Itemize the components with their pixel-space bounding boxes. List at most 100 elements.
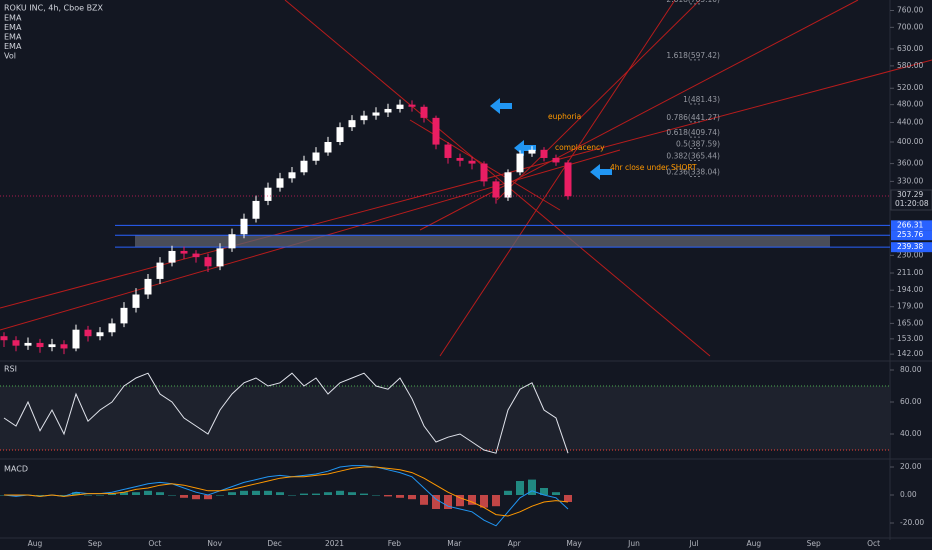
y-tick-label: 153.00: [897, 334, 923, 343]
macd-histogram: [432, 495, 440, 509]
candle-body: [276, 178, 284, 188]
candle-body: [180, 250, 188, 254]
candle-body: [312, 152, 320, 161]
candle-body: [156, 262, 164, 279]
fan-line: [0, 59, 932, 309]
y-tick-label: 20.00: [900, 462, 922, 471]
candle-body: [96, 332, 104, 337]
macd-histogram: [36, 495, 44, 496]
macd-histogram: [396, 495, 404, 498]
candle-body: [360, 115, 368, 121]
y-tick-label: 360.00: [897, 159, 923, 168]
macd-histogram: [540, 488, 548, 495]
macd-histogram: [360, 493, 368, 495]
annotation: 4hr close under SHORT: [610, 163, 697, 172]
macd-histogram: [108, 493, 116, 495]
zone: [135, 235, 830, 248]
candle-body: [108, 323, 116, 333]
fib-label: 1(481.43): [683, 95, 720, 104]
y-tick-label: 440.00: [897, 117, 923, 126]
rsi-line: [3, 372, 569, 454]
candle-body: [516, 153, 524, 173]
macd-histogram: [348, 492, 356, 495]
macd-histogram: [456, 495, 464, 507]
indicator-label: EMA: [4, 14, 22, 23]
macd-histogram: [492, 495, 500, 507]
macd-histogram: [300, 493, 308, 495]
candle-body: [468, 160, 476, 164]
macd-histogram: [336, 490, 344, 495]
fan-line: [284, 0, 711, 357]
candle-body: [396, 104, 404, 109]
macd-histogram: [504, 490, 512, 495]
countdown-label: 01:20:08: [895, 199, 929, 208]
fib-label: 0.5(387.59): [676, 139, 720, 148]
macd-histogram: [468, 495, 476, 505]
fib-label: 0.236(338.04): [666, 167, 720, 176]
candle-body: [72, 329, 80, 349]
macd-title: MACD: [4, 465, 28, 474]
macd-histogram: [444, 495, 452, 509]
candle-body: [552, 157, 560, 163]
macd-histogram: [276, 492, 284, 495]
x-tick-label: Oct: [148, 539, 161, 548]
candle-body: [564, 162, 572, 197]
y-tick-label: 480.00: [897, 100, 923, 109]
macd-histogram: [264, 490, 272, 495]
level-badge: [891, 242, 932, 253]
candle-body: [456, 157, 464, 161]
fan-line: [439, 0, 676, 357]
x-tick-label: Jun: [627, 539, 640, 548]
candle-body: [48, 344, 56, 348]
candle-body: [12, 340, 20, 346]
annotation: euphoria: [548, 112, 581, 121]
candle-body: [288, 172, 296, 179]
candle-body: [24, 342, 32, 346]
candle-body: [480, 163, 488, 182]
candle-body: [240, 218, 248, 235]
y-tick-label: 230.00: [897, 250, 923, 259]
y-tick-label: 400.00: [897, 137, 923, 146]
symbol-title: ROKU INC, 4h, Cboe BZX: [4, 4, 104, 13]
candle-body: [324, 141, 332, 153]
macd-histogram: [324, 492, 332, 495]
macd-histogram: [372, 495, 380, 496]
macd-histogram: [180, 495, 188, 498]
candle-body: [444, 144, 452, 158]
candle-body: [492, 181, 500, 198]
y-tick-label: 40.00: [900, 429, 922, 438]
y-tick-label: 760.00: [897, 6, 923, 15]
candle-body: [120, 307, 128, 324]
arrow: [490, 98, 512, 114]
macd-histogram: [216, 495, 224, 496]
candle-body: [432, 117, 440, 145]
macd-histogram: [144, 490, 152, 495]
macd-histogram: [156, 492, 164, 495]
macd-histogram: [228, 492, 236, 495]
candle-body: [168, 250, 176, 263]
candle-body: [144, 278, 152, 295]
x-tick-label: Sep: [807, 539, 821, 548]
fib-label: 0.382(365.44): [666, 152, 720, 161]
candle-body: [192, 253, 200, 258]
candle-body: [204, 257, 212, 267]
macd-histogram: [204, 495, 212, 500]
indicator-label: EMA: [4, 33, 22, 42]
y-tick-label: -20.00: [900, 518, 924, 527]
fib-label: 1.618(597.42): [666, 51, 720, 60]
x-tick-label: 2021: [325, 539, 344, 548]
x-tick-label: Aug: [746, 539, 761, 548]
macd-histogram: [312, 493, 320, 495]
y-tick-label: 60.00: [900, 397, 922, 406]
y-tick-label: 330.00: [897, 176, 923, 185]
candle-body: [372, 112, 380, 116]
rsi-band: [0, 386, 890, 450]
fib-label: 2.618(785.10): [666, 0, 720, 4]
candle-body: [228, 234, 236, 249]
y-tick-label: 700.00: [897, 22, 923, 31]
level-badge: [891, 230, 932, 241]
macd-histogram: [252, 490, 260, 495]
candle-body: [420, 106, 428, 118]
macd-histogram: [120, 492, 128, 495]
